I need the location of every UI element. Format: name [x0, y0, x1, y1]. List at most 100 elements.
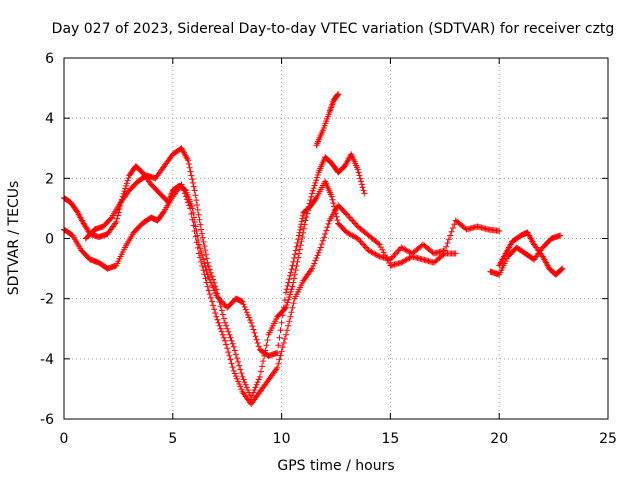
data-point — [309, 187, 316, 194]
data-point — [249, 392, 256, 399]
data-point — [125, 174, 132, 181]
plot-frame — [63, 57, 609, 420]
data-point — [194, 206, 201, 213]
data-point — [287, 291, 294, 298]
data-point — [309, 265, 316, 272]
data-point — [243, 309, 250, 316]
data-point — [239, 298, 246, 305]
data-point — [195, 211, 202, 218]
data-point — [254, 340, 261, 347]
data-point — [380, 249, 387, 256]
data-point — [253, 336, 260, 343]
data-point — [222, 337, 229, 344]
data-point — [187, 168, 194, 175]
data-point — [334, 217, 341, 224]
data-point — [292, 247, 299, 254]
data-point — [316, 247, 323, 254]
data-point — [310, 185, 317, 192]
data-point — [314, 252, 321, 259]
data-point — [237, 366, 244, 373]
data-point — [296, 250, 303, 257]
data-point — [198, 226, 205, 233]
data-point — [222, 319, 229, 326]
data-point — [361, 243, 368, 250]
data-point — [213, 313, 220, 320]
data-point — [255, 376, 262, 383]
data-point — [263, 342, 270, 349]
data-point — [203, 255, 210, 262]
data-point — [231, 347, 238, 354]
data-point — [218, 328, 225, 335]
y-tick-label: 0 — [45, 232, 54, 248]
data-point — [193, 197, 200, 204]
data-point — [293, 262, 300, 269]
data-point — [496, 227, 503, 234]
data-point — [275, 342, 282, 349]
data-point — [189, 216, 196, 223]
data-point — [279, 344, 286, 351]
data-point — [287, 272, 294, 279]
data-point — [214, 316, 221, 323]
data-point — [287, 288, 294, 295]
data-point — [264, 337, 271, 344]
data-point — [211, 279, 218, 286]
data-point — [123, 180, 130, 187]
data-point — [192, 192, 199, 199]
data-point — [187, 205, 194, 212]
data-point — [203, 267, 210, 274]
data-point — [194, 244, 201, 251]
data-point — [304, 207, 311, 214]
y-axis-label: SDTVAR / TECUs — [6, 181, 22, 296]
data-point — [194, 202, 201, 209]
data-point — [318, 241, 325, 248]
data-point — [219, 311, 226, 318]
data-point — [212, 309, 219, 316]
series-track-c — [82, 145, 368, 401]
data-point — [233, 375, 240, 382]
data-point — [237, 383, 244, 390]
data-point — [206, 291, 213, 298]
y-tick-label: 6 — [45, 51, 54, 67]
x-tick-label: 20 — [490, 431, 508, 447]
data-point — [357, 238, 364, 245]
data-point — [286, 276, 293, 283]
data-point — [217, 303, 224, 310]
data-point — [443, 243, 450, 250]
data-point — [207, 294, 214, 301]
data-point — [230, 343, 237, 350]
data-point — [186, 164, 193, 171]
data-point — [190, 222, 197, 229]
data-point — [274, 364, 281, 371]
data-point — [317, 244, 324, 251]
data-point — [296, 232, 303, 239]
data-point — [286, 294, 293, 301]
data-point — [250, 389, 257, 396]
data-point — [276, 334, 283, 341]
y-tick-label: 2 — [45, 171, 54, 187]
data-point — [198, 230, 205, 237]
data-point — [210, 302, 217, 309]
data-point — [310, 262, 317, 269]
data-point — [180, 187, 187, 194]
series-track-b — [61, 181, 459, 407]
data-point — [124, 177, 131, 184]
data-point — [281, 305, 288, 312]
data-point — [122, 185, 129, 192]
data-point — [189, 179, 196, 186]
data-point — [201, 243, 208, 250]
data-point — [352, 220, 359, 227]
data-point — [196, 216, 203, 223]
data-point — [290, 300, 297, 307]
data-point — [223, 341, 230, 348]
data-point — [231, 370, 238, 377]
data-point — [202, 247, 209, 254]
data-point — [211, 306, 218, 313]
data-point — [381, 252, 388, 259]
data-point — [114, 215, 121, 222]
data-point — [301, 221, 308, 228]
data-point — [284, 282, 291, 289]
data-point — [251, 387, 258, 394]
data-point — [299, 215, 306, 222]
data-point — [107, 215, 114, 222]
data-point — [295, 236, 302, 243]
